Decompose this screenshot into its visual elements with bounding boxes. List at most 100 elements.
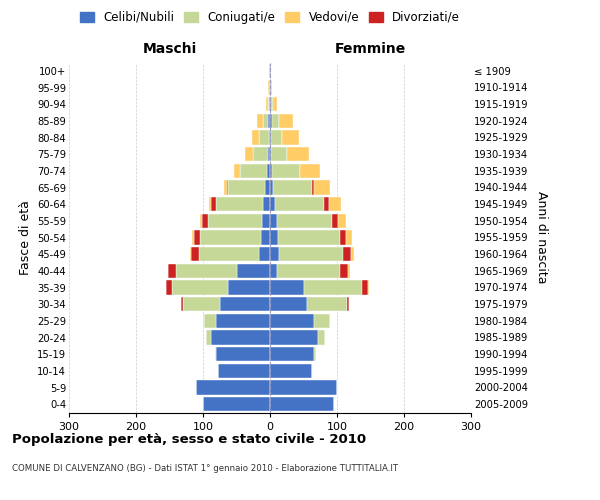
Bar	[183, 297, 220, 311]
Bar	[271, 130, 282, 144]
Bar	[340, 230, 346, 244]
Bar	[269, 130, 270, 144]
Bar	[332, 214, 338, 228]
Bar	[272, 164, 300, 178]
Bar	[270, 214, 277, 228]
Bar	[314, 180, 331, 194]
Bar	[343, 247, 351, 261]
Legend: Celibi/Nubili, Coniugati/e, Vedovi/e, Divorziati/e: Celibi/Nubili, Coniugati/e, Vedovi/e, Di…	[80, 11, 460, 24]
Bar	[270, 80, 271, 94]
Bar	[224, 180, 227, 194]
Bar	[349, 264, 350, 278]
Bar	[235, 164, 240, 178]
Bar	[181, 297, 183, 311]
Bar	[166, 280, 172, 294]
Bar	[362, 280, 368, 294]
Bar	[200, 214, 202, 228]
Bar	[272, 97, 277, 112]
Bar	[270, 380, 337, 394]
Bar	[263, 114, 268, 128]
Bar	[259, 247, 270, 261]
Bar	[270, 364, 311, 378]
Bar	[265, 180, 270, 194]
Bar	[270, 314, 314, 328]
Bar	[220, 297, 270, 311]
Bar	[270, 230, 278, 244]
Bar	[268, 97, 269, 112]
Bar	[278, 230, 340, 244]
Bar	[217, 197, 263, 211]
Bar	[272, 114, 279, 128]
Bar	[270, 397, 334, 411]
Bar	[270, 197, 275, 211]
Bar	[270, 130, 271, 144]
Bar	[190, 247, 191, 261]
Bar	[270, 114, 272, 128]
Bar	[269, 80, 270, 94]
Bar	[168, 264, 176, 278]
Bar	[340, 264, 349, 278]
Bar	[269, 97, 270, 112]
Bar	[270, 147, 271, 161]
Bar	[329, 197, 341, 211]
Bar	[275, 197, 323, 211]
Bar	[300, 164, 320, 178]
Bar	[262, 214, 270, 228]
Bar	[252, 130, 259, 144]
Text: COMUNE DI CALVENZANO (BG) - Dati ISTAT 1° gennaio 2010 - Elaborazione TUTTITALIA: COMUNE DI CALVENZANO (BG) - Dati ISTAT 1…	[12, 464, 398, 473]
Bar	[346, 230, 352, 244]
Bar	[266, 97, 268, 112]
Bar	[257, 114, 263, 128]
Text: Femmine: Femmine	[335, 42, 406, 56]
Bar	[270, 164, 272, 178]
Bar	[192, 230, 194, 244]
Bar	[259, 130, 269, 144]
Bar	[271, 97, 272, 112]
Bar	[199, 247, 259, 261]
Bar	[274, 180, 312, 194]
Bar	[217, 347, 270, 361]
Bar	[260, 230, 270, 244]
Bar	[270, 64, 271, 78]
Bar	[270, 347, 314, 361]
Bar	[211, 330, 270, 344]
Bar	[229, 280, 270, 294]
Bar	[227, 180, 229, 194]
Bar	[304, 280, 362, 294]
Bar	[307, 297, 347, 311]
Bar	[277, 264, 340, 278]
Bar	[282, 130, 299, 144]
Bar	[312, 180, 314, 194]
Y-axis label: Anni di nascita: Anni di nascita	[535, 191, 548, 284]
Bar	[218, 364, 270, 378]
Bar	[206, 330, 211, 344]
Bar	[208, 214, 262, 228]
Y-axis label: Fasce di età: Fasce di età	[19, 200, 32, 275]
Bar	[215, 347, 217, 361]
Bar	[209, 197, 211, 211]
Bar	[268, 114, 270, 128]
Bar	[314, 347, 316, 361]
Bar	[270, 264, 277, 278]
Bar	[270, 297, 307, 311]
Bar	[270, 180, 274, 194]
Bar	[191, 247, 199, 261]
Bar	[279, 114, 293, 128]
Bar	[245, 147, 253, 161]
Bar	[205, 314, 217, 328]
Bar	[253, 147, 268, 161]
Bar	[236, 264, 270, 278]
Bar	[271, 80, 272, 94]
Bar	[266, 164, 270, 178]
Bar	[202, 214, 208, 228]
Bar	[229, 180, 265, 194]
Bar	[268, 147, 270, 161]
Bar	[318, 330, 325, 344]
Bar	[270, 280, 304, 294]
Bar	[203, 314, 205, 328]
Bar	[269, 64, 270, 78]
Bar	[263, 197, 270, 211]
Bar	[194, 230, 200, 244]
Text: Popolazione per età, sesso e stato civile - 2010: Popolazione per età, sesso e stato civil…	[12, 432, 366, 446]
Bar	[240, 164, 266, 178]
